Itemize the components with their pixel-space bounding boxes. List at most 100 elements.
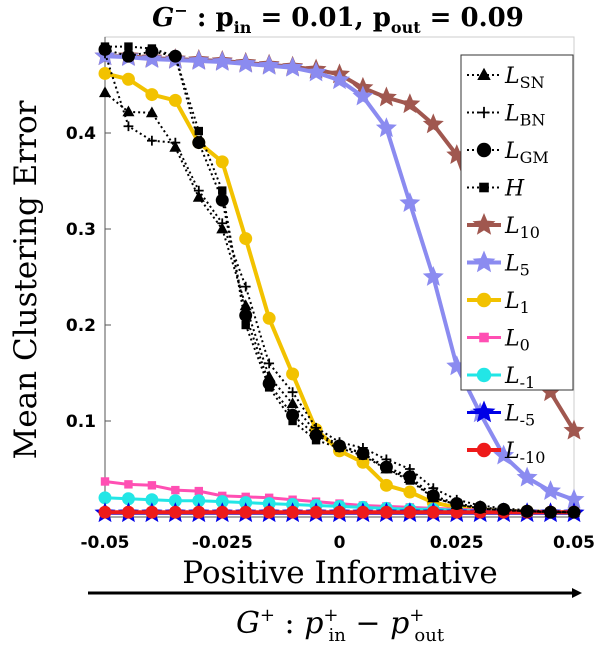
xsub-p1-sub: in xyxy=(329,625,347,646)
legend-item-L5: L5 xyxy=(467,250,530,280)
legend-label: LSN xyxy=(504,64,545,92)
legend-item-Lm1: L-1 xyxy=(467,364,535,392)
title-mid: : xyxy=(188,3,216,33)
x-tick-label: -0.025 xyxy=(192,533,253,553)
legend-label: L5 xyxy=(504,252,530,280)
xsub-g-sup: + xyxy=(260,605,275,626)
xsub-p2: p xyxy=(390,606,409,641)
x-tick-label: 0.025 xyxy=(430,533,484,553)
data-point-H xyxy=(405,476,415,485)
data-point-H xyxy=(546,508,555,517)
y-tick-label: 0.3 xyxy=(66,220,96,240)
title-pin-val: = 0.01, xyxy=(251,3,372,33)
title-pin: p xyxy=(215,3,233,33)
data-point-LBN xyxy=(240,281,251,292)
series-line-LGM xyxy=(104,48,574,514)
data-point-LSN xyxy=(286,397,299,409)
data-point-L1 xyxy=(403,485,417,499)
title-pin-sub: in xyxy=(234,18,252,37)
data-point-L0 xyxy=(194,486,203,496)
xsub-p2-sup: + xyxy=(409,605,424,626)
data-point-H xyxy=(311,436,321,445)
data-point-Lm10 xyxy=(98,505,112,519)
data-point-L5 xyxy=(141,48,163,68)
xsub-colon: : xyxy=(275,606,304,641)
legend-marker xyxy=(472,250,496,273)
data-point-Lm1 xyxy=(145,493,159,507)
data-point-L1 xyxy=(121,72,135,86)
data-point-L0 xyxy=(124,480,133,489)
legend-label: L0 xyxy=(504,327,530,355)
data-point-L5 xyxy=(563,488,585,509)
data-point-Lm10 xyxy=(215,505,229,519)
data-point-L5 xyxy=(352,85,374,106)
data-point-L5 xyxy=(422,266,444,286)
data-point-H xyxy=(264,383,274,392)
data-point-LGM xyxy=(239,308,253,322)
x-axis-sublabel: G+ : p+ in − p+ out xyxy=(236,605,445,646)
data-point-L0 xyxy=(147,481,157,490)
legend-item-LGM: LGM xyxy=(467,139,549,167)
legend-item-L1: L1 xyxy=(467,289,530,317)
data-point-L5 xyxy=(188,50,210,70)
legend-label: LGM xyxy=(504,139,549,167)
legend-marker xyxy=(472,400,496,423)
data-point-Lm10 xyxy=(403,505,417,519)
data-point-LBN xyxy=(287,387,298,398)
legend-marker xyxy=(476,292,492,308)
data-point-LSN xyxy=(192,190,205,202)
ticks: -0.05 -0.025 0 0.025 0.05 0.1 0.2 0.3 0.4 xyxy=(66,124,595,553)
data-point-LBN xyxy=(147,135,157,146)
data-point-Lm10 xyxy=(426,505,440,519)
data-point-Lm1 xyxy=(215,495,229,509)
title-g: G xyxy=(152,3,174,33)
data-point-H xyxy=(382,464,391,474)
legend-label: LBN xyxy=(504,102,545,130)
xsub-minus: − xyxy=(346,606,390,641)
legend-item-LSN: LSN xyxy=(467,64,545,92)
data-point-L5 xyxy=(211,51,233,71)
legend-item-Lm5: L-5 xyxy=(467,400,535,430)
y-axis-label: Mean Clustering Error xyxy=(8,100,44,459)
xsub-p1-sup: + xyxy=(323,605,338,626)
data-point-Lm10 xyxy=(262,505,276,519)
data-point-L10 xyxy=(540,381,561,402)
legend-item-L0: L0 xyxy=(467,327,530,355)
data-point-L5 xyxy=(375,117,397,138)
legend-label: L-1 xyxy=(504,364,535,392)
data-point-Lm10 xyxy=(121,505,135,519)
data-point-Lm10 xyxy=(379,505,393,519)
legend-marker xyxy=(476,367,492,383)
data-point-H xyxy=(100,42,110,51)
data-point-L1 xyxy=(286,367,300,381)
y-tick-label: 0.1 xyxy=(66,412,96,432)
data-point-Lm10 xyxy=(145,505,159,519)
chart-title: G− : pin = 0.01, pout = 0.09 xyxy=(152,1,524,37)
data-point-LBN xyxy=(264,358,275,369)
legend-item-H: H xyxy=(467,177,525,202)
data-point-LGM xyxy=(192,136,206,150)
data-point-Lm1 xyxy=(98,491,112,505)
data-point-L5 xyxy=(258,54,280,75)
data-point-L10 xyxy=(422,113,444,134)
series-layer xyxy=(94,42,585,523)
data-point-H xyxy=(194,126,203,136)
data-point-L10 xyxy=(375,86,397,107)
data-point-L5 xyxy=(516,466,538,487)
legend-marker xyxy=(476,442,492,458)
title-pout-sub: out xyxy=(391,18,421,37)
data-point-Lm10 xyxy=(239,505,253,519)
title-g-sup: − xyxy=(174,1,187,20)
data-point-H xyxy=(218,186,227,195)
data-point-H xyxy=(476,504,485,513)
data-point-L1 xyxy=(239,232,253,246)
data-point-LBN xyxy=(170,137,181,148)
data-point-L5 xyxy=(329,69,350,90)
data-point-H xyxy=(522,507,532,516)
series-H xyxy=(100,42,579,517)
data-point-L5 xyxy=(282,56,304,77)
data-point-H xyxy=(241,320,250,330)
data-point-H xyxy=(124,42,133,51)
data-point-LBN xyxy=(123,121,134,132)
